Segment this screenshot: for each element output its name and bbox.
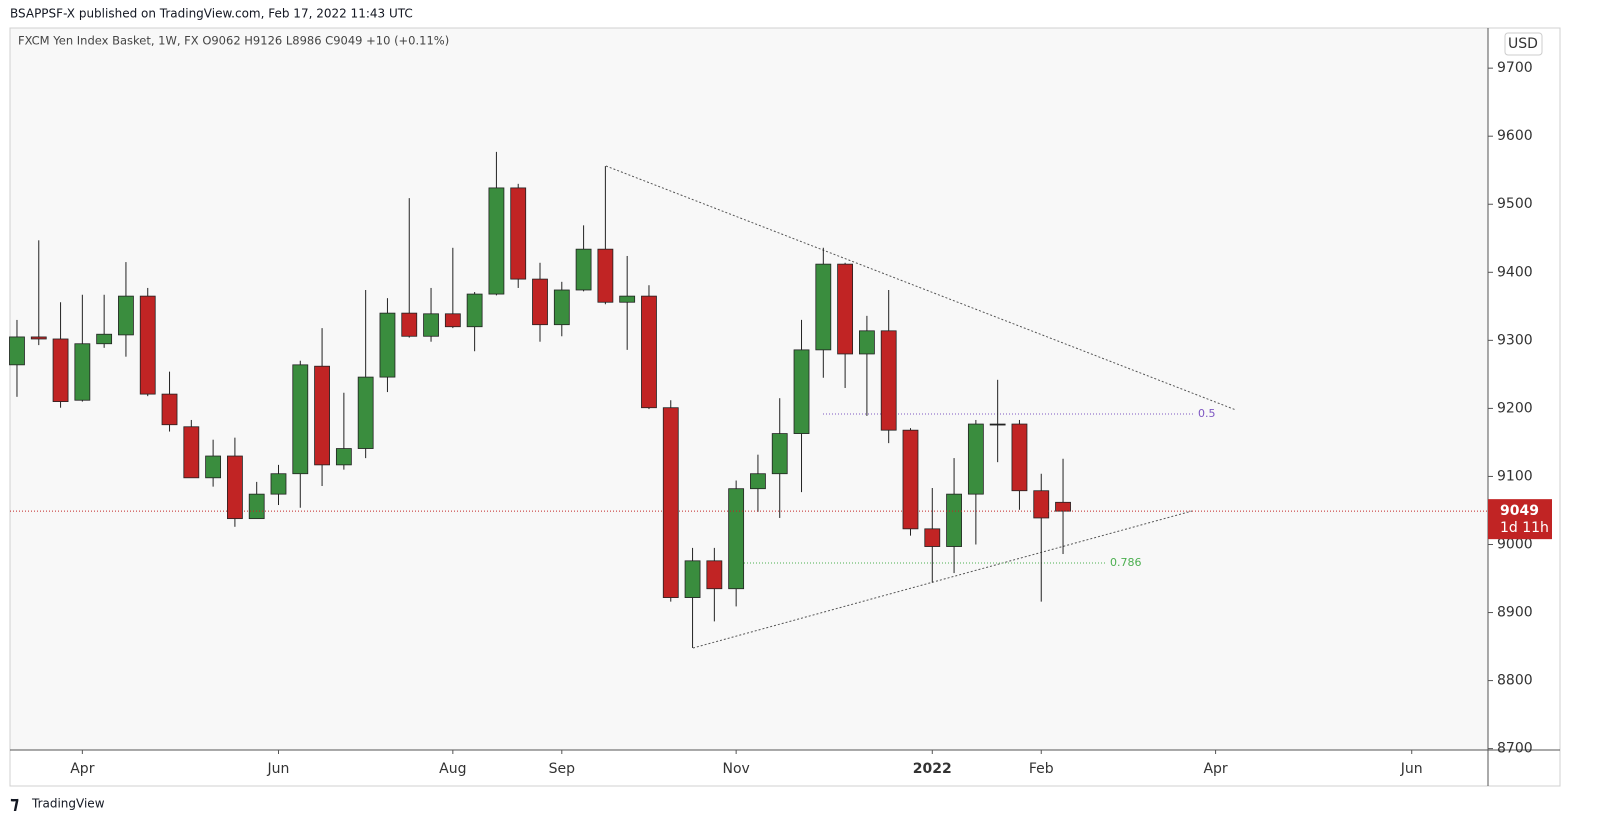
y-tick-label: 8900 (1497, 605, 1533, 621)
candle-body (227, 455, 243, 520)
candle-body (96, 333, 113, 345)
plot-area (10, 28, 1488, 750)
candle-body (815, 263, 832, 351)
candle-body (619, 295, 636, 303)
candle-body (597, 248, 614, 303)
countdown: 1d 11h (1500, 520, 1549, 536)
currency: USD (1508, 36, 1538, 52)
candle-body (662, 407, 679, 598)
x-tick-label: Feb (1029, 761, 1054, 777)
candle-body (510, 187, 527, 280)
x-tick-label: Aug (439, 761, 466, 777)
candle-body (379, 312, 396, 378)
x-tick-label: Sep (549, 761, 576, 777)
y-tick-label: 9700 (1497, 60, 1533, 76)
candle-body (423, 313, 439, 337)
x-tick-label: 2022 (913, 761, 952, 777)
candle-body (1055, 501, 1071, 512)
y-tick-label: 9300 (1497, 332, 1533, 348)
candle-body (357, 376, 374, 449)
candle-body (270, 473, 287, 495)
candle-body (205, 455, 222, 479)
candle-body (989, 423, 1006, 426)
y-tick-label: 9500 (1497, 196, 1533, 212)
candle-body (924, 528, 941, 547)
candle-body (706, 560, 723, 590)
candle-body (488, 187, 505, 295)
candle-body (292, 364, 309, 475)
fib-label: 0.5 (1198, 407, 1216, 420)
candle-body (859, 330, 875, 355)
candle-body (30, 336, 47, 340)
header: BSAPPSF-X published on TradingView.com, … (10, 7, 413, 21)
candle-body (161, 393, 178, 426)
last-price: 9049 (1500, 503, 1539, 519)
y-tick-label: 9000 (1497, 536, 1533, 552)
y-tick-label: 9100 (1497, 468, 1533, 484)
candle-body (401, 312, 418, 337)
candle-body (684, 560, 701, 598)
drawings: 0.5 0.786 (605, 165, 1237, 649)
candle-body (335, 448, 352, 466)
currency-box[interactable] (1504, 32, 1543, 56)
trend-line (605, 165, 1237, 411)
candle-body (967, 423, 984, 495)
candle-body (728, 488, 745, 590)
y-tick-label: 9200 (1497, 400, 1533, 416)
candle-body (641, 295, 657, 409)
candle-body (118, 295, 134, 336)
candle-body (837, 263, 854, 355)
last-price-box (1488, 499, 1552, 540)
y-tick-label: 8800 (1497, 673, 1533, 689)
candle-body (750, 473, 766, 490)
y-tick-label: 8700 (1497, 741, 1533, 757)
candle-body (248, 493, 265, 520)
candle-body (946, 493, 962, 547)
frame (9, 27, 1561, 787)
candle-body (314, 365, 330, 466)
candle-body (771, 433, 788, 475)
y-tick-label: 9600 (1497, 128, 1533, 144)
fib-label: 0.786 (1110, 556, 1142, 569)
candle-body (1011, 423, 1028, 492)
legend: FXCM Yen Index Basket, 1W, FX O9062 H912… (18, 34, 449, 48)
candle-body (466, 293, 483, 328)
logo: ⁊ (10, 793, 19, 814)
candle-body (9, 336, 25, 366)
x-tick-label: Jun (1400, 761, 1423, 777)
y-tick-label: 9400 (1497, 264, 1533, 280)
x-tick-label: Jun (267, 761, 290, 777)
candle-body (553, 289, 570, 326)
x-tick-label: Nov (722, 761, 749, 777)
x-tick-label: Apr (70, 761, 94, 777)
footer: TradingView (31, 797, 105, 811)
candle-body (793, 349, 810, 434)
candle-body (902, 429, 919, 530)
candle-body (139, 295, 156, 395)
candle-body (880, 330, 897, 431)
candle-body (1033, 490, 1050, 519)
candle-body (183, 426, 200, 479)
candle-body (444, 313, 461, 328)
candle-body (52, 338, 69, 402)
candle-body (575, 248, 592, 291)
candle-body (532, 278, 548, 326)
x-tick-label: Apr (1203, 761, 1227, 777)
candle-body (74, 343, 91, 401)
